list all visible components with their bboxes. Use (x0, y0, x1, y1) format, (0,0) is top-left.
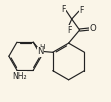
Text: O: O (89, 24, 96, 33)
Text: NH₂: NH₂ (12, 72, 26, 81)
Text: N: N (38, 47, 44, 56)
Text: F: F (61, 5, 65, 14)
Text: F: F (80, 6, 84, 15)
Text: H: H (39, 44, 44, 50)
Text: F: F (67, 26, 71, 35)
